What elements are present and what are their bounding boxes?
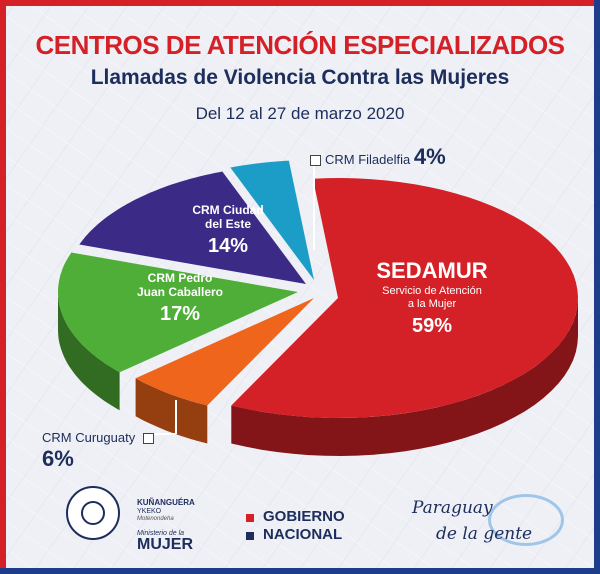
pie-depth-layer bbox=[58, 292, 579, 456]
chart-subtitle: Llamadas de Violencia Contra las Mujeres bbox=[90, 66, 510, 89]
pie-top-layer bbox=[58, 160, 579, 418]
ministry-guarani-1: KUÑANGUÉRA bbox=[137, 498, 195, 507]
flag-blue-square-icon bbox=[246, 532, 254, 540]
pie-slice-sedamur bbox=[231, 178, 579, 418]
pie-slice-crm-filadelfia bbox=[230, 160, 314, 280]
date-range: Del 12 al 27 de marzo 2020 bbox=[195, 104, 405, 123]
sedamur-label: SEDAMUR bbox=[376, 258, 487, 283]
ministry-guarani-3: Motenondeha bbox=[137, 516, 174, 522]
callout-filadelfia-value: 4% bbox=[413, 144, 446, 169]
sedamur-value: 59% bbox=[412, 315, 452, 337]
pie-slice-crm-curuguaty bbox=[135, 298, 314, 406]
eye-logo-icon bbox=[488, 494, 564, 546]
footer: KUÑANGUÉRA YKEKO Motenondeha Ministerio … bbox=[0, 478, 600, 568]
callout-curuguaty-label: CRM Curuguaty bbox=[42, 430, 136, 445]
cde-label-1: CRM Ciudad bbox=[192, 203, 263, 217]
flag-red-square-icon bbox=[246, 514, 254, 522]
callout-filadelfia-label: CRM Filadelfia bbox=[325, 152, 411, 167]
chart-title: CENTROS DE ATENCIÓN ESPECIALIZADOS bbox=[35, 30, 565, 60]
frame-border-right bbox=[594, 0, 600, 574]
gov-line-2: NACIONAL bbox=[263, 526, 343, 543]
brand-logo: Paraguay de la gente bbox=[410, 494, 570, 548]
pjc-label-1: CRM Pedro bbox=[148, 271, 213, 285]
callout-curuguaty-value-wrap: 6% bbox=[42, 446, 74, 472]
pie-slice-crm-pedro-juan-caballero bbox=[58, 252, 298, 373]
callout-curuguaty: CRM Curuguaty bbox=[42, 430, 158, 445]
ministry-guarani-2: YKEKO bbox=[137, 508, 162, 515]
brand-line-1: Paraguay bbox=[412, 498, 493, 518]
callout-box-icon bbox=[142, 433, 154, 445]
callout-box-icon bbox=[310, 155, 321, 167]
ministry-name: MUJER bbox=[137, 536, 194, 553]
callout-filadelfia: CRM Filadelfia 4% bbox=[310, 144, 446, 170]
sedamur-sublabel-1: Servicio de Atención bbox=[382, 285, 482, 297]
ministry-spanish: Ministerio de la bbox=[137, 530, 185, 537]
pjc-label-2: Juan Caballero bbox=[137, 285, 223, 299]
cde-value: 14% bbox=[208, 235, 248, 257]
brand-line-2: de la gente bbox=[436, 524, 533, 544]
frame-border-bottom bbox=[0, 568, 600, 574]
sedamur-sublabel-2: a la Mujer bbox=[408, 298, 457, 310]
pie-slice-crm-ciudad-del-este bbox=[79, 171, 306, 284]
callout-curuguaty-value: 6% bbox=[42, 446, 74, 471]
slice-side-2 bbox=[58, 292, 120, 411]
cde-label-2: del Este bbox=[205, 217, 251, 231]
slice-side-0 bbox=[231, 298, 579, 456]
pjc-value: 17% bbox=[160, 303, 200, 325]
slice-side-1 bbox=[135, 378, 208, 444]
national-seal-icon bbox=[66, 486, 120, 540]
gov-line-1: GOBIERNO bbox=[263, 508, 345, 525]
